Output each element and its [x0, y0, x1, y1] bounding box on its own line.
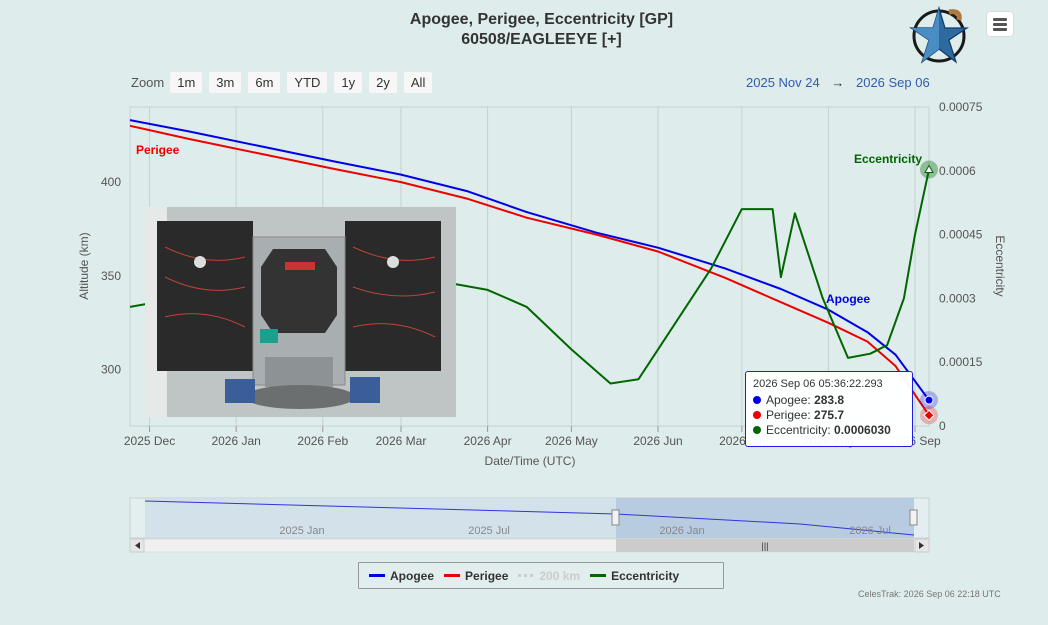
x-axis-label: Date/Time (UTC) — [485, 454, 576, 468]
y-axis: 300 350 400 — [101, 175, 121, 377]
series-line-apogee — [129, 119, 930, 401]
y2-axis: 0 0.00015 0.0003 0.00045 0.0006 0.00075 — [939, 100, 983, 433]
y2-tick-label: 0.00015 — [939, 355, 983, 369]
navigator-labels: 2025 Jan 2025 Jul 2026 Jan 2026 Jul — [279, 525, 890, 537]
apogee-marker — [924, 395, 934, 405]
tooltip-perigee-label: Perigee: — [766, 408, 811, 422]
navigator-label: 2025 Jul — [468, 525, 510, 537]
arrow-left-icon — [135, 542, 140, 549]
legend-item-perigee[interactable]: Perigee — [444, 569, 508, 583]
satellite-photo — [145, 207, 456, 417]
arrow-right-icon — [919, 542, 924, 549]
tooltip-apogee-label: Apogee: — [766, 393, 811, 407]
range-arrow: → — [831, 75, 845, 90]
legend-eccentricity-swatch — [590, 574, 607, 577]
zoom-ytd-button[interactable]: YTD — [287, 72, 328, 93]
y2-tick-label: 0.00075 — [939, 100, 983, 114]
y-tick-label: 400 — [101, 175, 121, 189]
series-labels: Perigee Apogee Eccentricity — [136, 143, 922, 306]
x-tick-label: 2026 Jan — [211, 434, 260, 448]
y2-tick-label: 0.0006 — [939, 164, 976, 178]
y-tick-label: 300 — [101, 363, 121, 377]
legend-200km-swatch — [518, 574, 535, 577]
scrollbar-grip-icon: ||| — [761, 541, 768, 551]
perigee-marker — [923, 409, 935, 421]
chart-menu-button[interactable] — [987, 12, 1013, 36]
plot-border — [129, 106, 930, 427]
credits[interactable]: CelesTrak: 2026 Sep 06 22:18 UTC — [858, 589, 1001, 599]
range-from[interactable]: 2025 Nov 24 — [746, 75, 820, 90]
data-tooltip: 2026 Sep 06 05:36:22.293 Apogee: 283.8 P… — [745, 371, 913, 447]
series-label-apogee: Apogee — [826, 292, 870, 306]
x-tick-label: 2026 Apr — [464, 434, 512, 448]
legend-item-200km[interactable]: 200 km — [518, 569, 580, 583]
perigee-dot-icon — [753, 411, 761, 419]
zoom-1y-button[interactable]: 1y — [334, 72, 363, 93]
zoom-label: Zoom — [131, 75, 165, 90]
navigator-handle-left[interactable] — [611, 509, 620, 526]
tooltip-apogee-row: Apogee: 283.8 — [753, 393, 844, 407]
apogee-dot-icon — [753, 396, 761, 404]
navigator-scrollbar-thumb[interactable] — [616, 539, 914, 552]
x-tick-label: 2026 May — [545, 434, 598, 448]
legend-perigee-swatch — [444, 574, 461, 577]
chart-title: Apogee, Perigee, Eccentricity [GP] 60508… — [0, 10, 1048, 50]
legend-item-apogee[interactable]: Apogee — [369, 569, 434, 583]
tooltip-ecc-row: Eccentricity: 0.0006030 — [753, 423, 891, 437]
legend-eccentricity-label: Eccentricity — [611, 568, 680, 583]
navigator-handle-right[interactable] — [909, 509, 918, 526]
navigator-selection[interactable] — [616, 498, 914, 538]
legend-apogee-label: Apogee — [390, 568, 435, 583]
tooltip-date: 2026 Sep 06 05:36:22.293 — [753, 378, 883, 390]
date-range: 2025 Nov 24 → 2026 Sep 06 — [746, 75, 930, 90]
celestrak-logo-icon — [909, 5, 969, 64]
x-tick-label: 2026 Feb — [297, 434, 348, 448]
navigator-label: 2026 Jan — [659, 525, 704, 537]
range-to[interactable]: 2026 Sep 06 — [855, 75, 930, 90]
navigator-label: 2025 Jan — [279, 525, 324, 537]
x-tick-label: 2026 Mar — [376, 434, 427, 448]
y2-tick-label: 0 — [939, 419, 946, 433]
tooltip-perigee-value: 275.7 — [814, 408, 845, 422]
legend-item-eccentricity[interactable]: Eccentricity — [590, 569, 679, 583]
chart-title-line2[interactable]: 60508/EAGLEEYE [+] — [461, 31, 622, 48]
series-label-eccentricity: Eccentricity — [854, 152, 922, 166]
y2-tick-label: 0.0003 — [939, 291, 976, 305]
tooltip-ecc-label: Eccentricity: — [766, 423, 831, 437]
zoom-6m-button[interactable]: 6m — [248, 72, 281, 93]
legend: Apogee Perigee 200 km Eccentricity — [358, 562, 724, 589]
y2-axis-label: Eccentricity — [993, 235, 1007, 296]
x-tick-label: 2025 Dec — [124, 434, 175, 448]
ecc-dot-icon — [753, 426, 761, 434]
zoom-all-button[interactable]: All — [403, 72, 433, 93]
series-line-perigee — [129, 124, 930, 416]
eccentricity-marker — [924, 164, 934, 174]
chart-title-line1: Apogee, Perigee, Eccentricity [GP] — [409, 11, 674, 28]
tooltip-perigee-row: Perigee: 275.7 — [753, 408, 844, 422]
y-axis-label: Altitude (km) — [77, 232, 91, 299]
series-label-perigee: Perigee — [136, 143, 180, 157]
tooltip-ecc-value: 0.0006030 — [834, 423, 891, 437]
navigator-mask-left — [145, 498, 616, 538]
zoom-3m-button[interactable]: 3m — [209, 72, 242, 93]
navigator-label: 2026 Jul — [849, 525, 891, 537]
zoom-2y-button[interactable]: 2y — [369, 72, 397, 93]
y2-tick-label: 0.00045 — [939, 228, 983, 242]
x-tick-label: 2026 Jun — [633, 434, 682, 448]
zoom-1m-button[interactable]: 1m — [170, 72, 203, 93]
tooltip-apogee-value: 283.8 — [814, 393, 845, 407]
legend-apogee-swatch — [369, 574, 385, 577]
zoom-controls: Zoom 1m 3m 6m YTD 1y 2y All — [131, 72, 439, 93]
legend-200km-label: 200 km — [539, 568, 581, 583]
y-tick-label: 350 — [101, 269, 121, 283]
legend-perigee-label: Perigee — [465, 568, 509, 583]
hover-markers — [920, 160, 938, 425]
